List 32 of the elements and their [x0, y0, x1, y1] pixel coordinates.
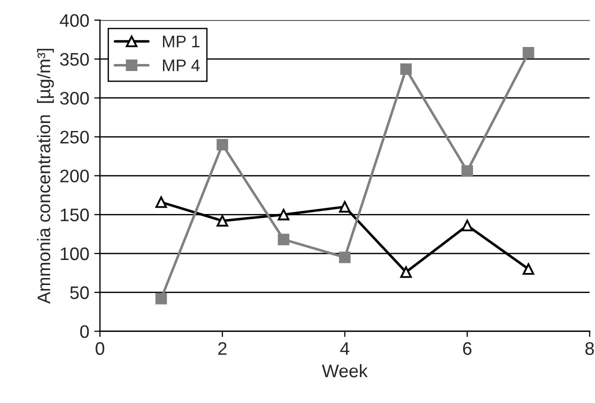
y-tick-label: 150 — [60, 208, 89, 222]
y-tick-label: 300 — [60, 92, 89, 105]
point — [461, 220, 473, 232]
y-axis-title: Ammonia concentration [µg/m³] — [37, 48, 54, 304]
x-tick-label: 2 — [218, 342, 226, 355]
y-tick-label: 350 — [60, 52, 89, 66]
y-tick-label: 250 — [60, 130, 89, 144]
point — [339, 252, 351, 264]
y-tick-label: 400 — [60, 14, 89, 27]
point — [278, 208, 290, 220]
point — [216, 215, 228, 227]
point — [278, 234, 290, 246]
point — [522, 263, 534, 275]
y-tick-label: 100 — [60, 247, 89, 260]
point — [216, 138, 228, 150]
legend-label: MP 1 — [162, 36, 200, 48]
point — [155, 292, 167, 304]
y-tick-label: 200 — [60, 170, 89, 182]
x-tick-label: 0 — [96, 342, 104, 355]
x-tick-label: 8 — [585, 342, 594, 355]
y-tick-label: 50 — [70, 286, 89, 300]
legend-label: MP 4 — [162, 60, 200, 72]
x-tick-label: 6 — [463, 342, 472, 355]
point — [155, 196, 167, 208]
y-tick-label: 0 — [80, 325, 89, 338]
point — [461, 165, 473, 177]
x-tick-label: 4 — [340, 342, 350, 355]
point — [339, 201, 351, 213]
point — [400, 63, 412, 75]
x-axis-title: Week — [322, 364, 368, 378]
point — [400, 266, 412, 278]
point — [522, 47, 534, 59]
